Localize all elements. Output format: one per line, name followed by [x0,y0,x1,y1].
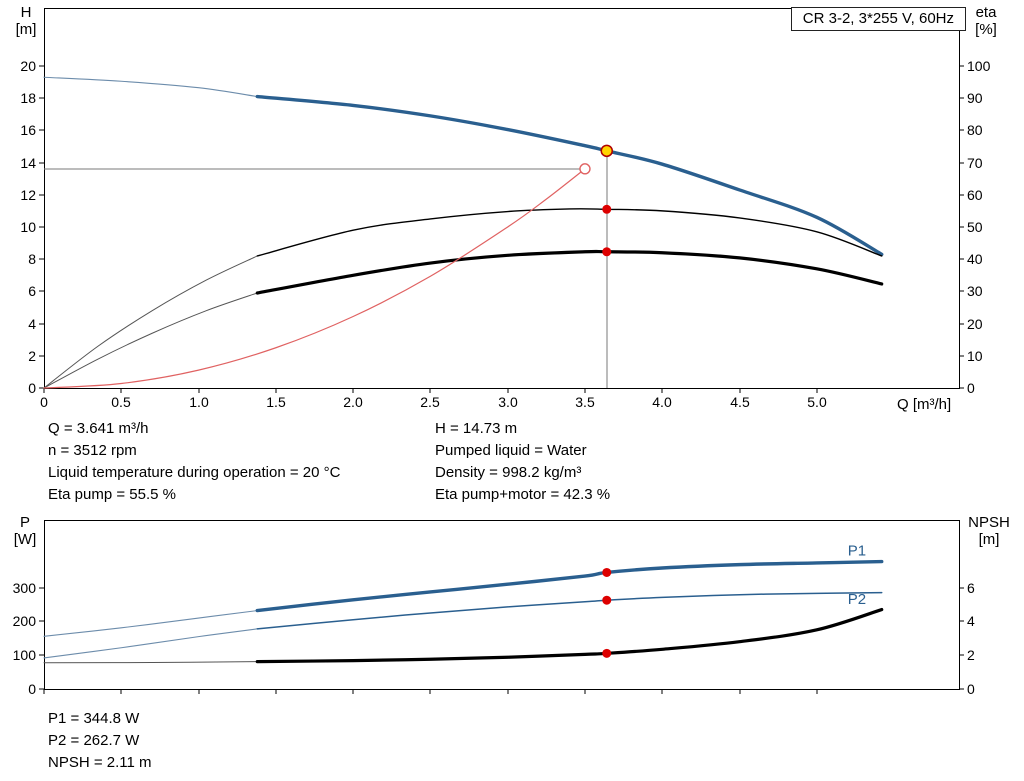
info-pumped-liquid: Pumped liquid = Water [435,442,587,459]
tick-label: 8 [28,251,36,267]
tick-label: 60 [967,187,983,203]
tick-label: 18 [20,90,36,106]
info-liquid-temperature: Liquid temperature during operation = 20… [48,464,341,481]
eta-pump-motor-curve [255,249,884,295]
tick-label: 20 [20,58,36,74]
tick-label: 1.5 [266,394,286,410]
tick-label: 50 [967,219,983,235]
tick-label: 2.0 [343,394,363,410]
series-label-p1: P1 [848,542,866,559]
p-axis-label: P [W] [4,514,46,548]
info-npsh: NPSH = 2.11 m [48,754,152,771]
tick-label: 0.5 [111,394,131,410]
tick-label: 10 [967,348,983,364]
tick-label: 3.0 [498,394,518,410]
eta-axis-name: eta [975,4,997,21]
tick-label: 100 [13,647,37,663]
tick-label: 2.5 [420,394,440,410]
eta-pump-motor-point [602,247,612,257]
tick-label: 0 [40,394,48,410]
npsh-curve [255,607,884,664]
chart-frame [44,520,960,690]
tick-label: 100 [967,58,991,74]
tick-label: 0 [967,380,975,396]
p2-point [602,595,612,605]
qh-curve [255,94,884,257]
tick-label: 300 [13,580,37,596]
tick-label: 3.5 [575,394,595,410]
chart-frame [44,8,960,389]
info-eta-pump: Eta pump = 55.5 % [48,486,176,503]
npsh-extension [43,661,258,664]
requested-duty-point [579,163,591,175]
p1-extension [43,610,258,637]
npsh-axis-name: NPSH [968,514,1010,531]
eta-pump-extension [43,255,258,389]
tick-label: 5.0 [807,394,827,410]
p-axis-name: P [19,514,30,531]
tick-label: 14 [20,155,36,171]
tick-label: 80 [967,122,983,138]
tick-label: 0 [967,681,975,697]
duty-point [600,144,614,158]
tick-label: 4.5 [730,394,750,410]
npsh-axis-label: NPSH [m] [958,514,1020,548]
tick-label: 16 [20,122,36,138]
tick-label: 20 [967,316,983,332]
npsh-point [602,648,612,658]
tick-label: 30 [967,283,983,299]
info-speed: n = 3512 rpm [48,442,137,459]
q-axis-label: Q [m³/h] [897,396,952,413]
qh-eta-chart: 0 2 4 6 8 10 12 14 16 18 20 0 10 20 30 40 50 60 70 80 90 100 0… [20,8,991,410]
info-q: Q = 3.641 m³/h [48,420,149,437]
tick-label: 90 [967,90,983,106]
info-h: H = 14.73 m [435,420,518,437]
npsh-axis-unit: [m] [978,531,1000,548]
tick-label: 2 [28,348,36,364]
tick-label: 70 [967,155,983,171]
duty-info-right-column: H = 14.73 m Pumped liquid = Water Densit… [435,418,610,506]
tick-label: 10 [20,219,36,235]
affinity-curve [43,168,586,389]
p2-extension [43,628,258,659]
tick-label: 0 [28,380,36,396]
p2-curve [256,591,883,630]
info-density: Density = 998.2 kg/m³ [435,464,582,481]
tick-label: 4 [28,316,36,332]
eta-pump-curve [256,208,883,257]
tick-label: 6 [28,283,36,299]
eta-axis-label: eta [%] [960,4,1012,38]
info-eta-pump-motor: Eta pump+motor = 42.3 % [435,486,611,503]
info-p2: P2 = 262.7 W [48,732,140,749]
p1-point [602,567,612,577]
tick-label: 0 [28,681,36,697]
series-label-p2: P2 [848,591,866,608]
tick-label: 1.0 [189,394,209,410]
p1-curve [255,559,884,613]
power-npsh-chart: 0 100 200 300 0 2 4 6 P1 P2 [13,520,975,697]
h-axis-unit: [m] [15,21,37,38]
h-axis-name: H [20,4,32,21]
eta-axis-unit: [%] [975,21,997,38]
tick-label: 200 [13,613,37,629]
tick-label: 4 [967,613,975,629]
power-info-column: P1 = 344.8 W P2 = 262.7 W NPSH = 2.11 m [48,708,152,774]
eta-pump-point [602,204,612,214]
tick-label: 4.0 [652,394,672,410]
info-p1: P1 = 344.8 W [48,710,140,727]
eta-pump-motor-extension [43,292,258,389]
tick-label: 12 [20,187,36,203]
qh-extension [43,76,258,98]
tick-label: 6 [967,580,975,596]
p-axis-unit: [W] [13,531,37,548]
h-axis-label: H [m] [6,4,46,38]
duty-info-left-column: Q = 3.641 m³/h n = 3512 rpm Liquid tempe… [48,418,340,506]
tick-label: 2 [967,647,975,663]
tick-label: 40 [967,251,983,267]
pump-title-box: CR 3-2, 3*255 V, 60Hz [790,7,966,31]
